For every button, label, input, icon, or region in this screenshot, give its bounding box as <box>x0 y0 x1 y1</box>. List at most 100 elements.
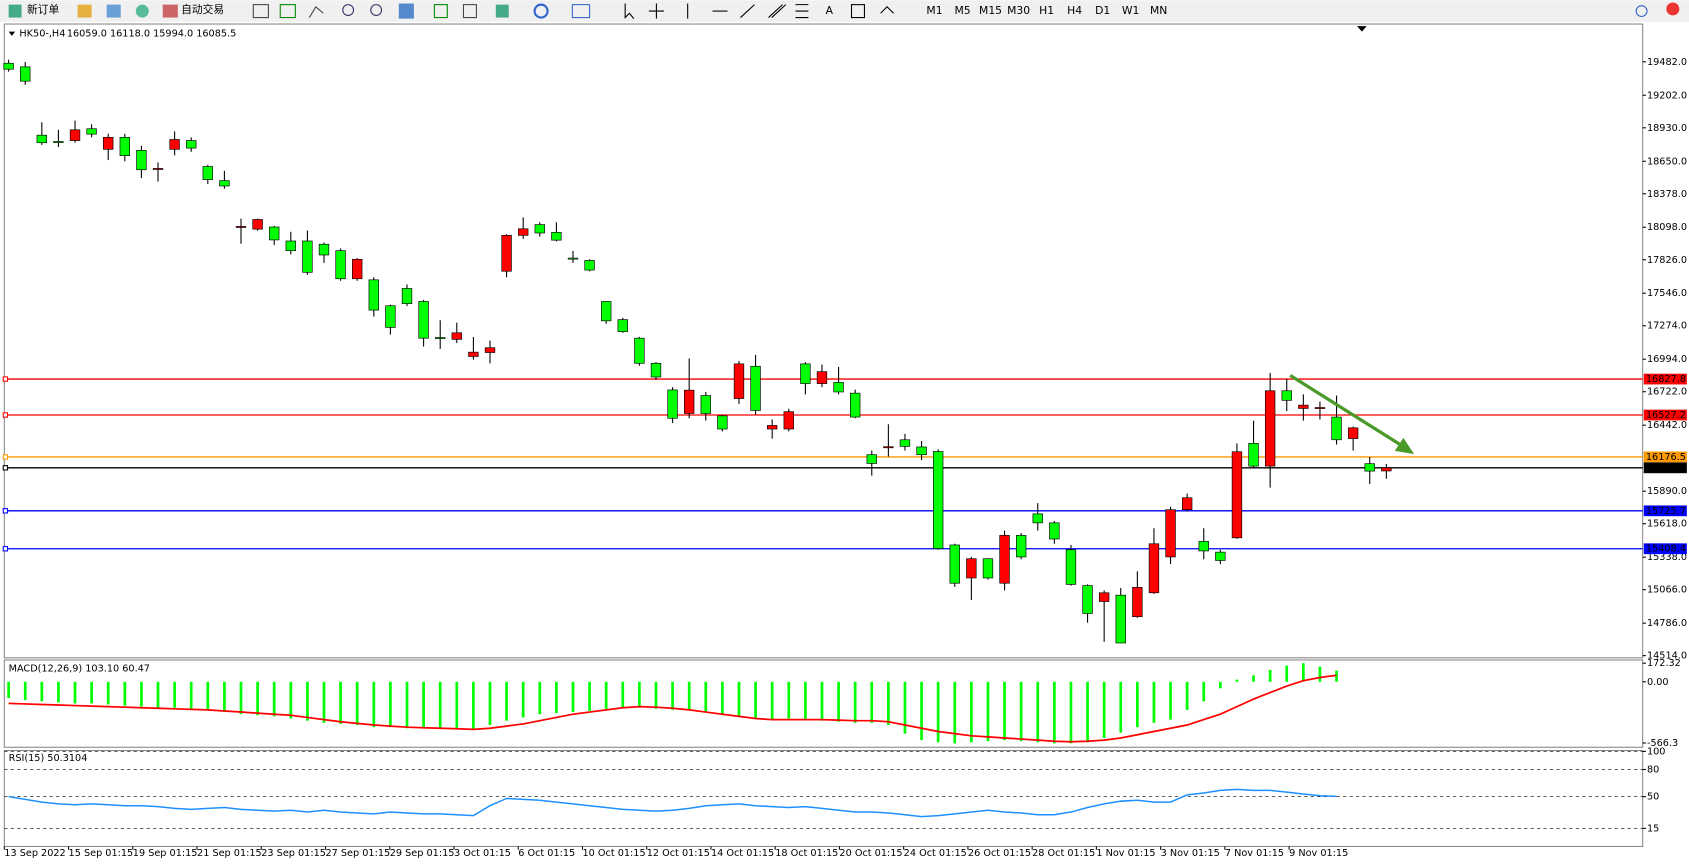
period-button[interactable]: M1 <box>926 4 942 17</box>
y-tick-label: 17274.0 <box>1647 321 1687 332</box>
trendline[interactable] <box>740 4 755 18</box>
period-button[interactable]: D1 <box>1095 4 1110 17</box>
candle-body <box>966 558 977 579</box>
candle-body <box>169 139 180 150</box>
candle-body <box>899 439 911 447</box>
zoom-out[interactable] <box>370 4 383 16</box>
icon[interactable] <box>571 4 591 19</box>
y-tick-label: 80 <box>1647 765 1659 776</box>
icon[interactable] <box>162 4 178 18</box>
candle-body <box>269 226 280 241</box>
shift-marker <box>1357 26 1367 32</box>
x-tick-label: 9 Nov 01:15 <box>1289 848 1348 859</box>
toolbar: 新订单 自动交易 A M1 M5 M15 M30 H1 H4 D1 W1 MN <box>0 0 1689 22</box>
notification[interactable] <box>1666 2 1680 16</box>
candle-body <box>1281 390 1292 401</box>
text-tool[interactable]: A <box>826 4 834 17</box>
candle-body <box>484 347 496 353</box>
candle-body <box>285 240 296 251</box>
candle-body <box>800 363 811 384</box>
period-button[interactable]: H1 <box>1039 4 1054 17</box>
x-tick-label: 24 Oct 01:15 <box>904 848 967 859</box>
period-button[interactable]: M15 <box>979 4 1002 17</box>
x-tick-label: 23 Sep 01:15 <box>261 848 326 859</box>
icon[interactable] <box>533 3 549 19</box>
y-tick-label: 17826.0 <box>1647 255 1687 266</box>
level-handle <box>2 465 9 471</box>
candle-body <box>684 389 695 414</box>
y-tick-label: 15890.0 <box>1647 486 1687 497</box>
icon[interactable] <box>106 4 121 18</box>
y-tick-label: 18098.0 <box>1647 222 1687 233</box>
candle-body <box>1364 463 1375 472</box>
candle-body <box>750 365 761 411</box>
y-tick-label: -566.3 <box>1647 738 1678 749</box>
level-label: 15408.4 <box>1646 544 1686 555</box>
auto-trading-button[interactable]: 自动交易 <box>181 3 224 16</box>
period-button[interactable]: M5 <box>954 4 970 17</box>
candle-body <box>418 301 429 339</box>
candle-body <box>982 558 994 579</box>
candle-body <box>833 382 844 393</box>
icon[interactable] <box>433 4 448 19</box>
x-tick-label: 18 Oct 01:15 <box>775 848 838 859</box>
y-tick-label: 0.00 <box>1647 677 1669 688</box>
zoom-in[interactable] <box>342 4 355 16</box>
period-button[interactable]: MN <box>1150 4 1167 17</box>
crosshair[interactable] <box>648 3 664 19</box>
candle-body <box>20 66 31 82</box>
icon[interactable] <box>308 5 324 18</box>
candle-body <box>932 451 944 549</box>
candle-body <box>700 395 711 414</box>
candle-body <box>783 411 794 430</box>
period-button[interactable]: H4 <box>1067 4 1082 17</box>
candle-body <box>103 137 114 150</box>
candle-body <box>1231 451 1243 539</box>
channel[interactable] <box>768 4 787 18</box>
macd-title: MACD(12,26,9) 103.10 60.47 <box>9 664 150 675</box>
icon[interactable] <box>495 4 509 18</box>
arrows[interactable] <box>880 6 894 14</box>
candle-body <box>584 260 595 271</box>
fibo[interactable] <box>795 4 809 19</box>
x-tick-label: 6 Oct 01:15 <box>518 848 575 859</box>
candle-body <box>36 134 47 144</box>
icon[interactable] <box>252 4 269 19</box>
icon[interactable] <box>135 4 149 18</box>
candle-body <box>501 235 512 272</box>
icon[interactable] <box>462 4 477 19</box>
level-label: 16527.2 <box>1646 410 1686 421</box>
icon[interactable] <box>398 3 414 19</box>
search[interactable] <box>1635 5 1648 18</box>
macd-panel <box>3 659 1644 748</box>
candle-body <box>1298 404 1309 409</box>
y-tick-label: 15066.0 <box>1647 585 1687 596</box>
new-order-button[interactable]: 新订单 <box>27 3 60 16</box>
candle-body <box>1331 416 1342 441</box>
period-button[interactable]: M30 <box>1007 4 1030 17</box>
period-button[interactable]: W1 <box>1122 4 1140 17</box>
x-tick-label: 3 Oct 01:15 <box>454 848 511 859</box>
level-tag <box>1643 505 1687 517</box>
candle-body <box>1248 443 1259 467</box>
candle-body <box>219 180 230 187</box>
candle-body <box>1132 587 1143 618</box>
icon[interactable] <box>77 4 92 18</box>
candle-body <box>3 62 14 70</box>
x-tick-label: 29 Sep 01:15 <box>390 848 455 859</box>
y-tick-label: 50 <box>1647 792 1659 803</box>
y-tick-label: 16722.0 <box>1647 387 1687 398</box>
cursor[interactable] <box>624 3 635 19</box>
label-tool[interactable] <box>850 4 865 19</box>
icon[interactable] <box>279 4 296 19</box>
candle-body <box>202 166 213 180</box>
y-tick-label: 19202.0 <box>1647 90 1687 101</box>
y-tick-label: 16442.0 <box>1647 420 1687 431</box>
y-tick-label: 100 <box>1647 746 1666 757</box>
candle-body <box>866 454 877 464</box>
candle-body <box>949 544 960 584</box>
candle-body <box>451 332 462 340</box>
candle-body <box>468 351 479 357</box>
